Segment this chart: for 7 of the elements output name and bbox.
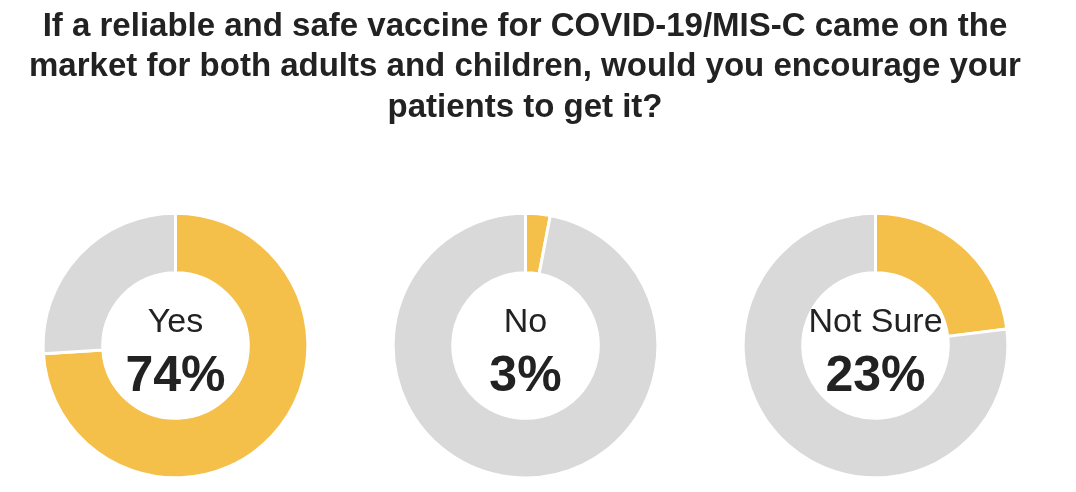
data-label: 74% xyxy=(125,345,226,402)
text: If a reliable and safe vaccine for COVID-19/MIS-C came on the market for both adults and children, would you encourage your patients to get it? xyxy=(28,5,1022,126)
slice-label: Not Sure xyxy=(808,300,943,339)
slice-label: No xyxy=(503,300,548,339)
data-label: 23% xyxy=(825,345,926,402)
data-label: 3% xyxy=(489,345,562,402)
slice-label: Yes xyxy=(147,300,204,339)
